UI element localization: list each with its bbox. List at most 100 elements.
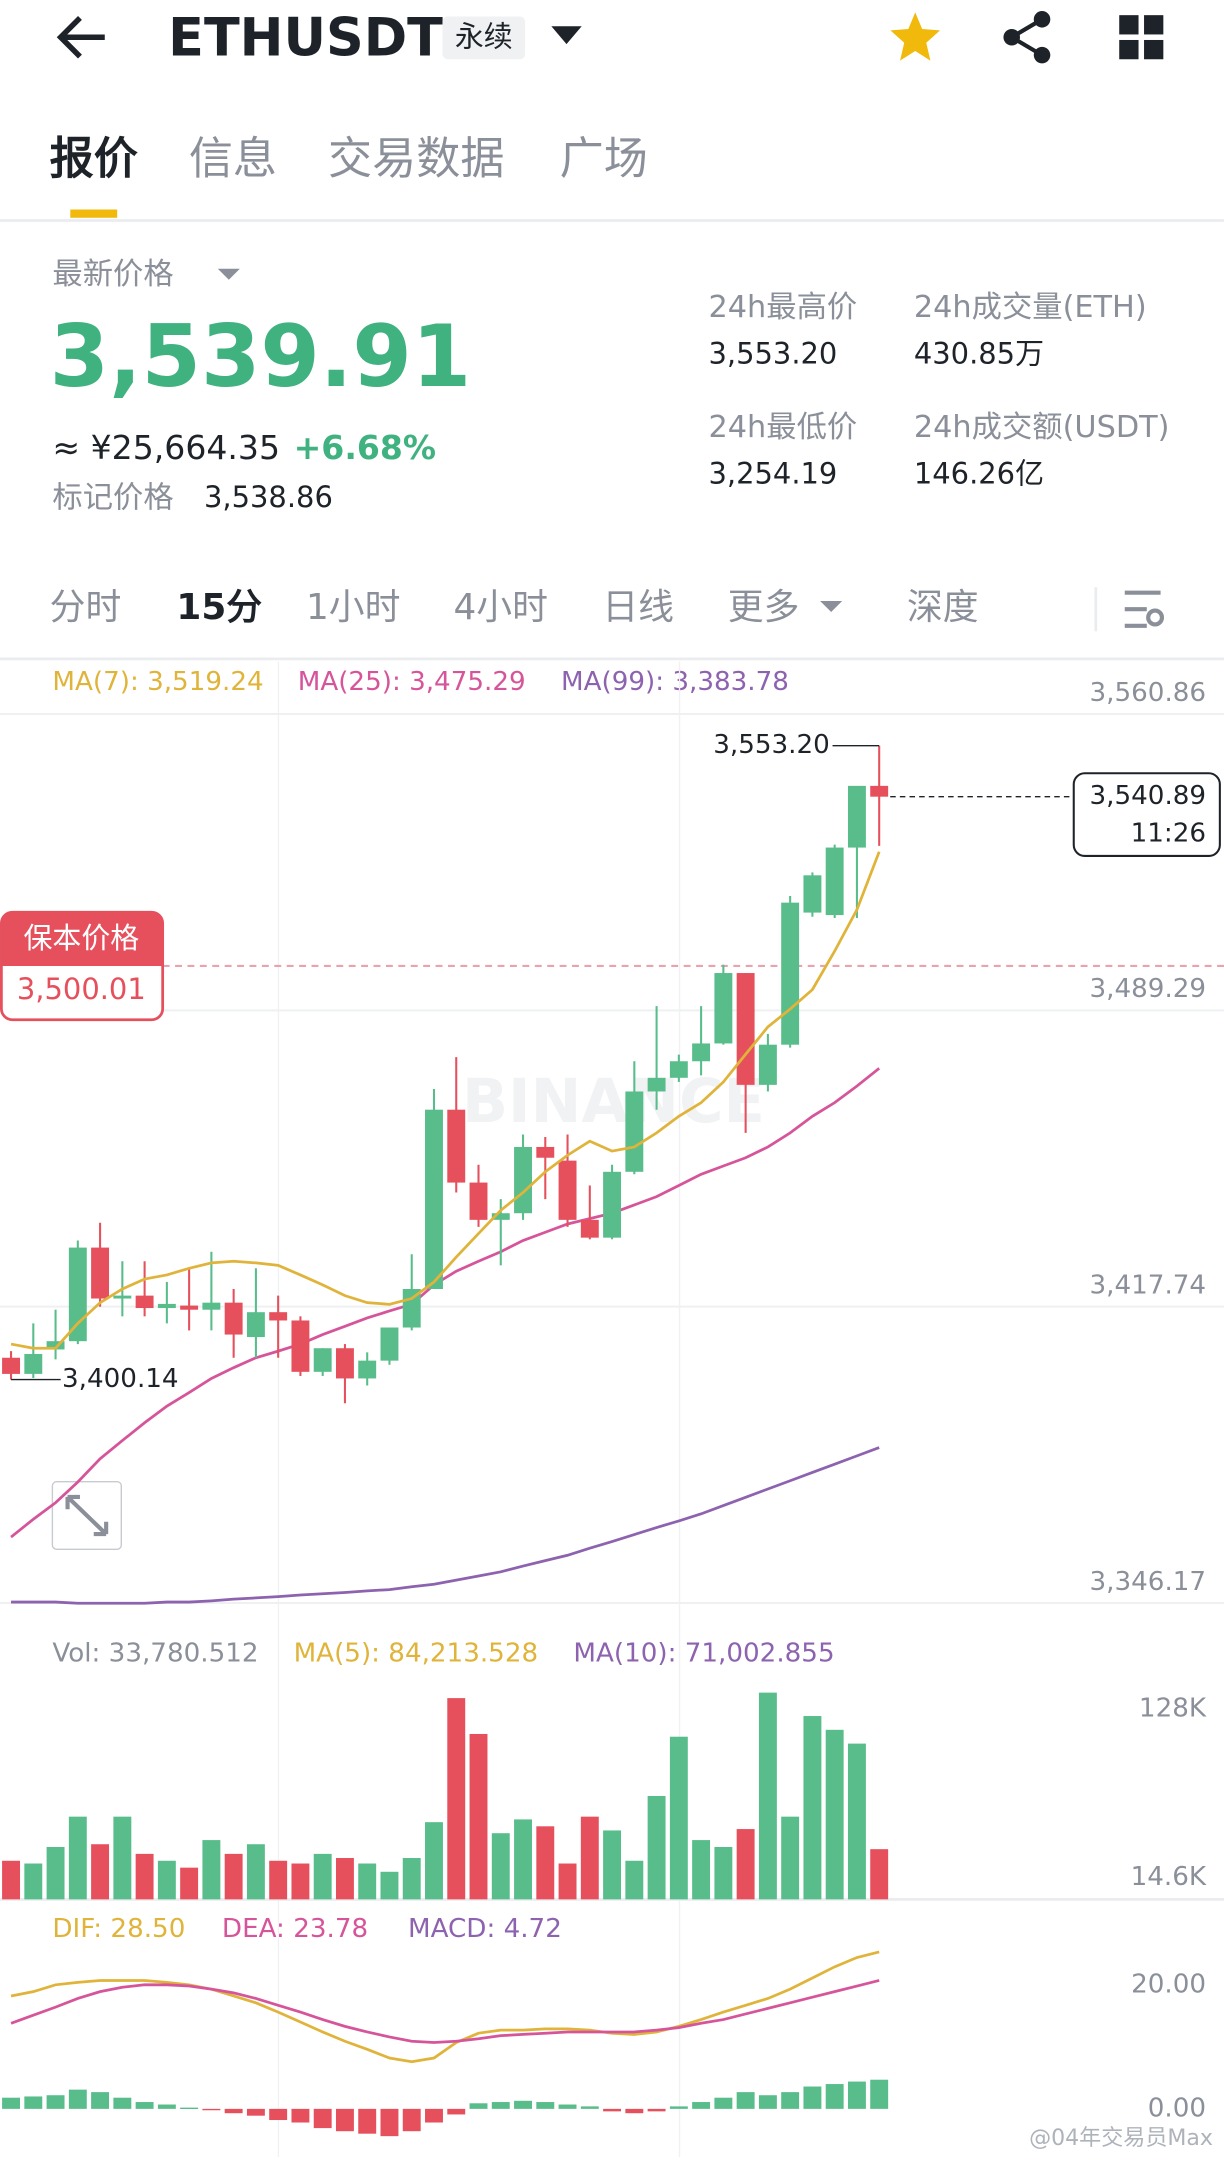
badge-bg bbox=[442, 16, 526, 60]
last-price: 3,539.91 bbox=[50, 308, 472, 407]
cny-price: ≈ ¥25,664.35 bbox=[52, 428, 280, 467]
candle-body bbox=[469, 1182, 488, 1220]
chart-legends: MA(7): 3,519.24 MA(25): 3,475.29 MA(99):… bbox=[0, 661, 1224, 2158]
macd-bar bbox=[425, 2108, 443, 2123]
volume-bar bbox=[758, 1692, 777, 1900]
dropdown[interactable] bbox=[217, 268, 240, 280]
volume-bar bbox=[603, 1830, 622, 1900]
macd-bar bbox=[2, 2097, 21, 2109]
volume-bar bbox=[692, 1840, 711, 1900]
volume-bar bbox=[202, 1840, 221, 1900]
interval[interactable]: 15分 bbox=[176, 587, 262, 628]
volume-bar bbox=[847, 1743, 866, 1900]
volume-bar bbox=[313, 1853, 332, 1900]
macd-bar bbox=[224, 2108, 243, 2114]
volume-bar bbox=[536, 1826, 555, 1900]
candle-body bbox=[46, 1341, 65, 1350]
ma-legend: MA(99): 3,383.78 bbox=[561, 667, 789, 697]
price-label: 最新价格 bbox=[52, 257, 173, 292]
candle-body bbox=[803, 875, 822, 913]
vol-legend: MA(10): 71,002.855 bbox=[573, 1639, 834, 1669]
volume-bar bbox=[669, 1736, 688, 1900]
macd-bar bbox=[157, 2104, 176, 2109]
chart-settings[interactable] bbox=[1124, 590, 1165, 628]
volume-bar bbox=[625, 1860, 644, 1900]
candle-body bbox=[202, 1302, 221, 1310]
macd-bar bbox=[202, 2108, 221, 2111]
volume-bar bbox=[380, 1871, 399, 1900]
candle-body bbox=[825, 847, 844, 916]
header: ETHUSDT 永续 bbox=[56, 7, 1164, 68]
dif-line bbox=[10, 1950, 880, 2064]
interval[interactable]: 4小时 bbox=[453, 587, 547, 628]
candle-body bbox=[68, 1247, 87, 1342]
countdown: 11:26 bbox=[1131, 818, 1206, 848]
macd-bar bbox=[536, 2102, 555, 2109]
symbol: ETHUSDT bbox=[168, 7, 443, 68]
interval[interactable]: 日线 bbox=[602, 587, 674, 628]
volume-bar bbox=[425, 1822, 443, 1900]
interval[interactable]: 1小时 bbox=[306, 587, 400, 628]
volume-bar bbox=[2, 1860, 21, 1900]
volume-bar bbox=[825, 1729, 844, 1900]
volume-bar bbox=[469, 1733, 488, 1900]
candle-body bbox=[647, 1077, 666, 1092]
candle-body bbox=[2, 1357, 21, 1374]
macd-bar bbox=[291, 2108, 310, 2123]
macd-legend: DIF: 28.50 bbox=[52, 1914, 185, 1944]
ma-legend: MA(7): 3,519.24 bbox=[52, 667, 263, 697]
candle-body bbox=[291, 1320, 310, 1372]
tab[interactable]: 报价 bbox=[50, 133, 138, 184]
volume-bar bbox=[714, 1846, 733, 1900]
back-button[interactable] bbox=[56, 15, 105, 59]
volume-bar bbox=[135, 1853, 154, 1900]
watermark: @04年交易员Max bbox=[1029, 2126, 1213, 2151]
tab[interactable]: 交易数据 bbox=[328, 133, 504, 184]
tab[interactable]: 广场 bbox=[560, 133, 648, 184]
menu[interactable] bbox=[1119, 15, 1164, 60]
candle-body bbox=[224, 1302, 243, 1335]
stat-label: 24h最高价 bbox=[708, 290, 857, 325]
stat-label: 24h成交额(USDT) bbox=[914, 410, 1170, 445]
dropdown[interactable] bbox=[551, 26, 582, 45]
macd-bar bbox=[514, 2100, 532, 2109]
volume-bar bbox=[335, 1858, 354, 1900]
interval[interactable]: 深度 bbox=[907, 587, 979, 628]
candle-body bbox=[91, 1247, 110, 1299]
mark-price: 3,538.86 bbox=[204, 480, 333, 514]
volume-bar bbox=[870, 1849, 889, 1900]
macd-bar bbox=[313, 2108, 332, 2129]
macd-bar bbox=[358, 2108, 377, 2134]
dropdown[interactable] bbox=[820, 600, 843, 612]
macd-bar bbox=[68, 2089, 87, 2109]
volume-bar bbox=[781, 1816, 800, 1900]
macd-tick-label: 20.00 bbox=[1131, 1969, 1206, 1999]
tabs: 报价 信息 交易数据 广场 bbox=[0, 133, 1224, 222]
candle-body bbox=[313, 1348, 332, 1372]
candle-body bbox=[135, 1295, 154, 1309]
candle-body bbox=[24, 1354, 43, 1374]
stat-value: 3,553.20 bbox=[708, 337, 837, 371]
tab[interactable]: 信息 bbox=[189, 133, 277, 184]
volume-bar bbox=[447, 1698, 466, 1900]
ma-legend: MA(25): 3,475.29 bbox=[298, 667, 526, 697]
favorite[interactable] bbox=[890, 12, 941, 61]
interval[interactable]: 更多 bbox=[728, 587, 800, 628]
volume-bar bbox=[180, 1867, 199, 1900]
macd-bar bbox=[469, 2103, 488, 2109]
macd-bar bbox=[135, 2102, 154, 2109]
macd-bar bbox=[625, 2108, 644, 2114]
volume-bar bbox=[580, 1816, 599, 1900]
stat-label: 24h最低价 bbox=[708, 410, 857, 445]
volume-bar bbox=[68, 1816, 87, 1900]
candle-body bbox=[447, 1109, 466, 1183]
macd-bar bbox=[736, 2092, 755, 2109]
volume-bar bbox=[803, 1716, 822, 1900]
ma99-line bbox=[11, 1446, 880, 1605]
interval[interactable]: 分时 bbox=[50, 587, 122, 628]
volume-bar bbox=[647, 1795, 666, 1900]
share[interactable] bbox=[1003, 11, 1051, 64]
candle-body bbox=[870, 785, 889, 797]
macd-bar bbox=[180, 2107, 199, 2110]
candle-body bbox=[758, 1044, 777, 1085]
